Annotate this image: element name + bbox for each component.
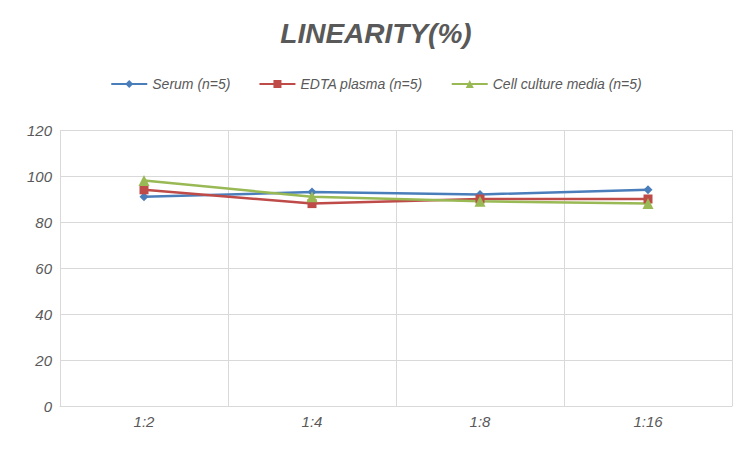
- svg-text:1:2: 1:2: [134, 413, 156, 430]
- svg-text:0: 0: [44, 398, 53, 415]
- svg-text:1:16: 1:16: [633, 413, 663, 430]
- svg-text:100: 100: [27, 168, 53, 185]
- svg-text:1:8: 1:8: [470, 413, 492, 430]
- svg-text:80: 80: [35, 214, 52, 231]
- svg-text:EDTA plasma (n=5): EDTA plasma (n=5): [300, 76, 422, 92]
- svg-text:60: 60: [35, 260, 52, 277]
- svg-text:120: 120: [27, 122, 53, 139]
- svg-text:1:4: 1:4: [302, 413, 323, 430]
- svg-text:Serum (n=5): Serum (n=5): [152, 76, 230, 92]
- svg-text:20: 20: [34, 352, 52, 369]
- svg-text:LINEARITY(%): LINEARITY(%): [280, 18, 471, 49]
- svg-text:Cell culture media (n=5): Cell culture media (n=5): [493, 76, 642, 92]
- svg-text:40: 40: [35, 306, 52, 323]
